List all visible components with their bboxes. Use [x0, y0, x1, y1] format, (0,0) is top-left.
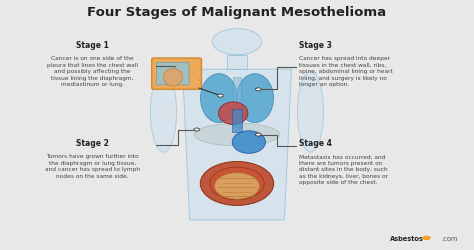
Ellipse shape	[200, 162, 274, 206]
Ellipse shape	[201, 74, 237, 123]
Ellipse shape	[194, 124, 280, 146]
FancyBboxPatch shape	[232, 110, 242, 132]
Ellipse shape	[214, 173, 259, 200]
Circle shape	[194, 128, 200, 132]
Ellipse shape	[219, 102, 248, 125]
Ellipse shape	[210, 168, 264, 200]
FancyBboxPatch shape	[233, 78, 241, 128]
Text: .com: .com	[441, 235, 457, 241]
Circle shape	[218, 95, 223, 98]
Text: Stage 4: Stage 4	[299, 138, 331, 147]
Circle shape	[422, 236, 431, 240]
Ellipse shape	[151, 72, 176, 152]
Ellipse shape	[237, 74, 273, 123]
Text: Stage 1: Stage 1	[76, 41, 109, 50]
FancyBboxPatch shape	[156, 63, 189, 86]
Circle shape	[255, 134, 261, 136]
Ellipse shape	[232, 131, 265, 154]
Text: Tumors have grown further into
the diaphragm or lung tissue,
and cancer has spre: Tumors have grown further into the diaph…	[45, 154, 140, 178]
Text: Stage 3: Stage 3	[299, 41, 331, 50]
Ellipse shape	[298, 72, 324, 152]
Polygon shape	[182, 70, 292, 220]
Text: Asbestos: Asbestos	[391, 235, 424, 241]
Text: Cancer is on one side of the
pleura that lines the chest wall
and possibly affec: Cancer is on one side of the pleura that…	[47, 56, 138, 87]
Text: Four Stages of Malignant Mesothelioma: Four Stages of Malignant Mesothelioma	[87, 6, 387, 19]
Circle shape	[255, 88, 261, 92]
Ellipse shape	[164, 69, 182, 87]
Text: Stage 2: Stage 2	[76, 138, 109, 147]
Circle shape	[212, 30, 262, 56]
Text: Cancer has spread into deeper
tissues in the chest wall, ribs,
spine, abdominal : Cancer has spread into deeper tissues in…	[299, 56, 392, 87]
Text: Metastasis has occurred, and
there are tumors present on
distant sites in the bo: Metastasis has occurred, and there are t…	[299, 154, 388, 184]
FancyBboxPatch shape	[227, 56, 247, 70]
FancyBboxPatch shape	[152, 59, 201, 90]
